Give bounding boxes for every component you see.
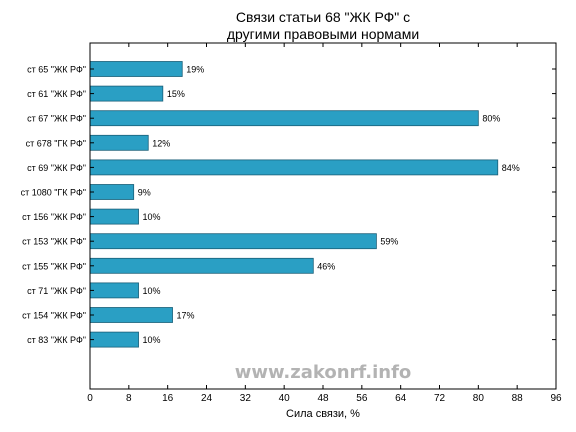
- category-label: ст 155 "ЖК РФ": [22, 261, 86, 271]
- category-label: ст 154 "ЖК РФ": [22, 311, 86, 321]
- x-tick-label: 64: [395, 393, 407, 404]
- bar: [89, 307, 173, 323]
- value-label: 84%: [502, 163, 520, 173]
- bar: [89, 85, 164, 102]
- x-axis-label: Сила связи, %: [286, 408, 360, 420]
- x-tick-label: 56: [356, 393, 368, 404]
- value-label: 17%: [177, 311, 195, 321]
- bar: [89, 184, 135, 200]
- value-label: 46%: [317, 261, 335, 271]
- x-tick-label: 48: [317, 393, 329, 404]
- value-label: 19%: [186, 65, 204, 75]
- x-tick-label: 16: [162, 393, 174, 404]
- category-label: ст 69 "ЖК РФ": [27, 163, 86, 173]
- value-label: 10%: [143, 212, 161, 222]
- bar: [89, 159, 499, 176]
- value-label: 59%: [380, 237, 398, 247]
- category-label: ст 1080 "ГК РФ": [21, 188, 86, 198]
- value-label: 12%: [152, 138, 170, 148]
- category-label: ст 65 "ЖК РФ": [27, 65, 86, 75]
- chart-title-line-2: другими правовыми нормами: [226, 26, 420, 42]
- category-labels: ст 65 "ЖК РФ" ст 61 "ЖК РФ" ст 67 "ЖК РФ" с…: [21, 65, 556, 345]
- bar: [89, 208, 139, 225]
- bar: [89, 61, 183, 77]
- watermark: www.zakonrf.info: [235, 362, 412, 383]
- bar: [89, 233, 377, 250]
- bar: [89, 134, 149, 151]
- category-label: ст 83 "ЖК РФ": [27, 335, 86, 345]
- bar: [89, 282, 139, 299]
- bar: [89, 110, 479, 127]
- bar: [89, 331, 139, 348]
- bar: [89, 257, 314, 274]
- chart-title-line-1: Связи статьи 68 "ЖК РФ" с: [235, 9, 411, 25]
- value-label: 15%: [167, 89, 185, 99]
- x-tick-label: 96: [550, 393, 562, 404]
- bars-group: [89, 61, 499, 348]
- category-label: ст 156 "ЖК РФ": [22, 212, 86, 222]
- x-tick-label: 72: [434, 393, 446, 404]
- category-label: ст 678 "ГК РФ": [26, 138, 86, 148]
- category-label: ст 67 "ЖК РФ": [27, 114, 86, 124]
- category-label: ст 153 "ЖК РФ": [22, 237, 86, 247]
- x-tick-label: 32: [240, 393, 252, 404]
- x-tick-label: 88: [512, 393, 524, 404]
- value-label: 80%: [482, 114, 500, 124]
- category-label: ст 61 "ЖК РФ": [27, 89, 86, 99]
- x-axis-ticks: 0 8 16 24 32 40 48 56 64 72 80 88 96: [87, 43, 562, 404]
- value-label: 10%: [143, 286, 161, 296]
- category-label: ст 71 "ЖК РФ": [27, 286, 86, 296]
- x-tick-label: 40: [279, 393, 291, 404]
- x-tick-label: 80: [473, 393, 485, 404]
- value-label: 9%: [138, 188, 151, 198]
- value-labels: 19% 15% 80% 12% 84% 9% 10% 59% 46% 10% 17% 10%: [138, 65, 520, 346]
- x-tick-label: 24: [201, 393, 213, 404]
- x-tick-label: 0: [87, 393, 93, 404]
- value-label: 10%: [143, 335, 161, 345]
- plot-frame: [89, 42, 557, 390]
- x-tick-label: 8: [126, 393, 132, 404]
